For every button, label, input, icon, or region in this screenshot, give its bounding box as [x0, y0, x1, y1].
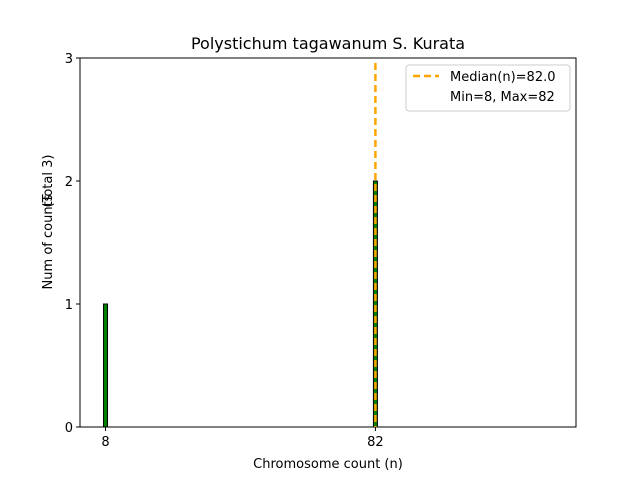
- x-axis-label: Chromosome count (n): [253, 457, 403, 472]
- x-tick-label-82: 82: [367, 435, 384, 450]
- plot-frame: [79, 57, 577, 428]
- bar-8: [103, 303, 109, 428]
- y-axis-label: Num of counts: [41, 194, 56, 289]
- legend-box: [405, 64, 571, 112]
- y-tick-label-2: 2: [65, 175, 73, 190]
- legend: Median(n)=82.0 Min=8, Max=82: [405, 64, 571, 112]
- y-tick-label-0: 0: [65, 421, 73, 436]
- y-axis-total-label: (Total 3): [41, 155, 56, 208]
- x-axis: 8 82: [101, 427, 384, 450]
- plot-area: [79, 57, 577, 428]
- x-tick-label-8: 8: [101, 435, 109, 450]
- y-tick-label-3: 3: [65, 52, 73, 67]
- chart-title: Polystichum tagawanum S. Kurata: [191, 34, 465, 53]
- legend-median-label: Median(n)=82.0: [450, 70, 556, 85]
- legend-minmax-label: Min=8, Max=82: [450, 90, 555, 105]
- y-tick-label-1: 1: [65, 298, 73, 313]
- y-axis: 0 1 2 3: [65, 52, 80, 436]
